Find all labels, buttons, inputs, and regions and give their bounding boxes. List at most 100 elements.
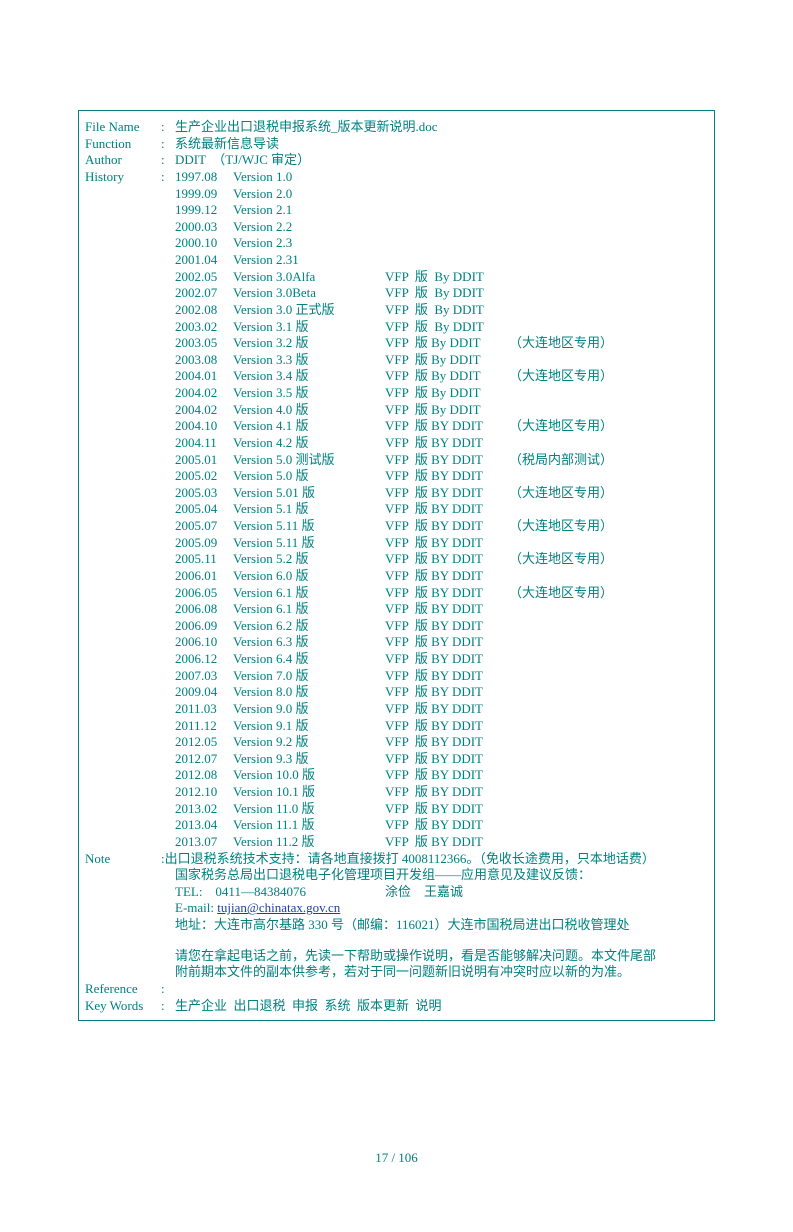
history-line: 2004.10Version 4.1 版VFP 版 BY DDIT（大连地区专用… [85,418,708,435]
history-platform: VFP 版 BY DDIT [385,568,509,585]
history-line: 1999.12Version 2.1 [85,202,708,219]
history-date: 2003.08 [175,352,233,369]
history-line: 2012.05Version 9.2 版VFP 版 BY DDIT [85,734,708,751]
history-note: （大连地区专用） [509,418,613,435]
author-value: DDIT （TJ/WJC 审定） [175,152,310,169]
email-link[interactable]: tujian@chinatax.gov.cn [217,900,340,915]
history-version: Version 5.2 版 [233,551,385,568]
history-version: Version 9.0 版 [233,701,385,718]
history-date: 1997.08 [175,169,233,186]
history-date: 2006.01 [175,568,233,585]
history-date: 2005.11 [175,551,233,568]
history-version: Version 5.01 版 [233,485,385,502]
history-date: 2002.08 [175,302,233,319]
history-date: 2006.05 [175,585,233,602]
history-platform: VFP 版 BY DDIT [385,684,509,701]
history-platform: VFP 版 BY DDIT [385,601,509,618]
history-platform [385,169,509,186]
note-line7: 附前期本文件的副本供参考，若对于同一问题新旧说明有冲突时应以新的为准。 [175,964,708,981]
keywords-label: Key Words [85,998,161,1015]
history-platform: VFP 版 By DDIT [385,302,509,319]
author-row: Author: DDIT （TJ/WJC 审定） [85,152,708,169]
history-platform: VFP 版 By DDIT [385,402,509,419]
history-platform: VFP 版 BY DDIT [385,485,509,502]
history-platform: VFP 版 By DDIT [385,269,509,286]
history-line: 2005.02Version 5.0 版VFP 版 BY DDIT [85,468,708,485]
history-date: 2012.08 [175,767,233,784]
history-line: 2002.07Version 3.0BetaVFP 版 By DDIT [85,285,708,302]
history-line: 2012.07Version 9.3 版VFP 版 BY DDIT [85,751,708,768]
history-note: （大连地区专用） [509,585,613,602]
history-platform: VFP 版 BY DDIT [385,767,509,784]
history-platform: VFP 版 BY DDIT [385,817,509,834]
history-version: Version 3.0 正式版 [233,302,385,319]
history-platform: VFP 版 By DDIT [385,335,509,352]
function-value: 系统最新信息导读 [175,136,279,153]
history-date: 2006.12 [175,651,233,668]
history-date: 2000.03 [175,219,233,236]
history-date: 2005.07 [175,518,233,535]
history-line: 2007.03Version 7.0 版VFP 版 BY DDIT [85,668,708,685]
history-note: （大连地区专用） [509,551,613,568]
history-line: 2004.02Version 4.0 版VFP 版 By DDIT [85,402,708,419]
history-block: History: 1997.08Version 1.01999.09Versio… [85,169,708,851]
history-date: 1999.09 [175,186,233,203]
note-line6: 请您在拿起电话之前，先读一下帮助或操作说明，看是否能够解决问题。本文件尾部 [175,948,708,965]
history-version: Version 2.1 [233,202,385,219]
history-line: 2006.05Version 6.1 版VFP 版 BY DDIT（大连地区专用… [85,585,708,602]
history-note: （大连地区专用） [509,485,613,502]
history-line: 2003.05Version 3.2 版VFP 版 By DDIT（大连地区专用… [85,335,708,352]
history-version: Version 3.3 版 [233,352,385,369]
history-line: 2005.04Version 5.1 版VFP 版 BY DDIT [85,501,708,518]
history-date: 2007.03 [175,668,233,685]
history-version: Version 9.3 版 [233,751,385,768]
history-version: Version 9.1 版 [233,718,385,735]
history-date: 2004.02 [175,385,233,402]
history-version: Version 5.0 测试版 [233,452,385,469]
history-note: （大连地区专用） [509,368,613,385]
history-version: Version 11.2 版 [233,834,385,851]
history-version: Version 6.1 版 [233,601,385,618]
author-label: Author [85,152,161,169]
history-date: 2012.07 [175,751,233,768]
history-date: 2004.02 [175,402,233,419]
history-line: 1999.09Version 2.0 [85,186,708,203]
history-platform [385,186,509,203]
history-line: 2012.08Version 10.0 版VFP 版 BY DDIT [85,767,708,784]
history-platform [385,219,509,236]
history-version: Version 6.4 版 [233,651,385,668]
history-platform: VFP 版 BY DDIT [385,801,509,818]
history-note: （大连地区专用） [509,335,613,352]
history-line: 2003.02Version 3.1 版VFP 版 By DDIT [85,319,708,336]
history-version: Version 2.3 [233,235,385,252]
history-date: 2005.02 [175,468,233,485]
history-platform: VFP 版 BY DDIT [385,535,509,552]
reference-row: Reference: [85,981,708,998]
filename-label: File Name [85,119,161,136]
history-note: （大连地区专用） [509,518,613,535]
history-date: 2005.01 [175,452,233,469]
history-date: 2012.10 [175,784,233,801]
history-platform: VFP 版 BY DDIT [385,418,509,435]
history-version: Version 7.0 版 [233,668,385,685]
history-line: 2006.12Version 6.4 版VFP 版 BY DDIT [85,651,708,668]
history-line: 2004.01Version 3.4 版VFP 版 By DDIT（大连地区专用… [85,368,708,385]
history-platform [385,202,509,219]
history-line: 2004.11Version 4.2 版VFP 版 BY DDIT [85,435,708,452]
history-platform: VFP 版 By DDIT [385,368,509,385]
history-platform: VFP 版 BY DDIT [385,585,509,602]
history-line: 2011.03Version 9.0 版VFP 版 BY DDIT [85,701,708,718]
history-line: 2005.11Version 5.2 版VFP 版 BY DDIT（大连地区专用… [85,551,708,568]
history-platform: VFP 版 BY DDIT [385,501,509,518]
history-line: 2000.03Version 2.2 [85,219,708,236]
history-version: Version 10.1 版 [233,784,385,801]
history-line: 2013.04Version 11.1 版VFP 版 BY DDIT [85,817,708,834]
history-version: Version 5.0 版 [233,468,385,485]
note-line4: E-mail: tujian@chinatax.gov.cn [175,900,708,917]
history-platform [385,252,509,269]
history-line: 2003.08Version 3.3 版VFP 版 By DDIT [85,352,708,369]
history-version: Version 8.0 版 [233,684,385,701]
history-platform: VFP 版 BY DDIT [385,751,509,768]
history-version: Version 11.1 版 [233,817,385,834]
history-date: 2011.12 [175,718,233,735]
